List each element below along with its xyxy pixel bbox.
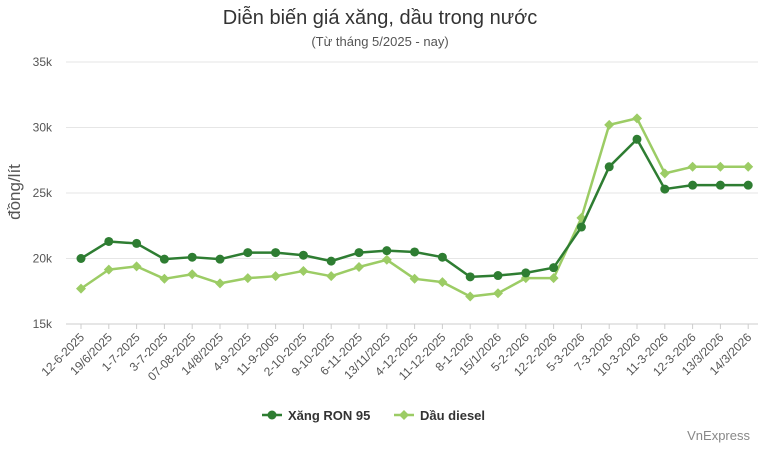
y-tick-label: 25k [33, 186, 53, 200]
credit-label: VnExpress [687, 428, 750, 443]
data-point [270, 271, 281, 282]
data-point [549, 263, 559, 273]
data-point [159, 273, 170, 284]
legend-item-1[interactable]: Dầu diesel [394, 408, 485, 423]
chart-title: Diễn biến giá xăng, dầu trong nước [223, 6, 537, 29]
data-point [187, 269, 198, 280]
data-point [382, 246, 392, 256]
data-point [410, 247, 420, 257]
data-point [660, 184, 670, 194]
y-tick-label: 15k [33, 317, 53, 331]
data-point [298, 265, 309, 276]
data-point [465, 272, 475, 282]
data-point [743, 161, 754, 172]
y-axis-ticks: 15k 20k 25k 30k 35k [33, 55, 53, 331]
series-0 [76, 134, 753, 282]
data-point [604, 119, 615, 130]
y-axis-label: đồng/lít [5, 164, 24, 220]
legend-label: Dầu diesel [420, 408, 485, 423]
chart-subtitle: (Từ tháng 5/2025 - nay) [311, 34, 448, 49]
data-point [493, 271, 503, 281]
data-point [437, 252, 447, 262]
data-point [242, 273, 253, 284]
data-point [437, 277, 448, 288]
series-line [80, 117, 749, 298]
data-point [271, 248, 281, 258]
data-point [103, 264, 114, 275]
data-point [132, 238, 142, 248]
legend-marker [399, 410, 409, 420]
data-point [215, 278, 225, 289]
data-point [354, 262, 364, 273]
data-point [215, 254, 225, 264]
x-axis-ticks: 12-6-202519/6/20251-7-20253-7-202507-08-… [39, 324, 755, 384]
data-point [715, 161, 726, 172]
y-tick-label: 35k [33, 55, 53, 69]
data-point [576, 222, 586, 232]
data-point [659, 168, 670, 179]
series-1 [76, 113, 754, 302]
legend: Xăng RON 95 Dầu diesel [262, 408, 485, 423]
data-point [465, 291, 476, 302]
data-point [159, 254, 169, 264]
legend-item-0[interactable]: Xăng RON 95 [262, 408, 370, 423]
data-point [76, 254, 86, 263]
data-point [187, 252, 197, 262]
data-point [326, 271, 337, 282]
data-point [548, 273, 559, 284]
data-point [688, 180, 698, 190]
data-point [521, 268, 531, 278]
data-point [298, 250, 308, 260]
data-point [104, 236, 114, 246]
data-point [687, 161, 698, 172]
data-point [743, 180, 753, 190]
data-point [604, 162, 614, 172]
data-point [632, 134, 642, 144]
data-point [243, 248, 253, 258]
y-tick-label: 30k [33, 121, 53, 135]
series-lines [76, 113, 754, 302]
legend-label: Xăng RON 95 [288, 408, 370, 423]
data-point [76, 283, 86, 294]
legend-marker [267, 410, 277, 420]
data-point [493, 288, 503, 299]
data-point [326, 256, 336, 266]
data-point [409, 273, 420, 284]
data-point [354, 248, 364, 258]
y-tick-label: 20k [33, 252, 53, 266]
data-point [381, 254, 392, 265]
grid-lines [66, 61, 758, 325]
data-point [632, 113, 642, 124]
data-point [131, 261, 142, 272]
data-point [715, 180, 725, 190]
